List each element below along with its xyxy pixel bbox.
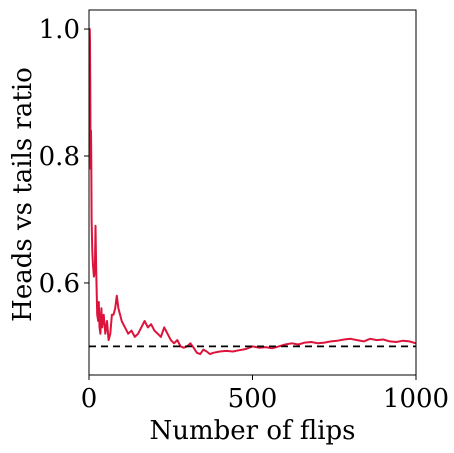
plot-area	[88, 28, 417, 356]
x-tick-label: 0	[81, 384, 98, 414]
y-tick-label: 1.0	[39, 15, 80, 45]
x-tick-label: 500	[228, 384, 278, 414]
x-tick-label: 1000	[383, 384, 449, 414]
axis-ticks: 0 500 1000 0.6 0.8 1.0	[39, 15, 449, 414]
y-tick-label: 0.6	[39, 269, 80, 299]
y-tick-label: 0.8	[39, 142, 80, 172]
series-line	[88, 28, 417, 356]
y-axis-label: Heads vs tails ratio	[8, 67, 38, 322]
x-axis-label: Number of flips	[149, 416, 355, 446]
plot-frame	[88, 9, 417, 376]
